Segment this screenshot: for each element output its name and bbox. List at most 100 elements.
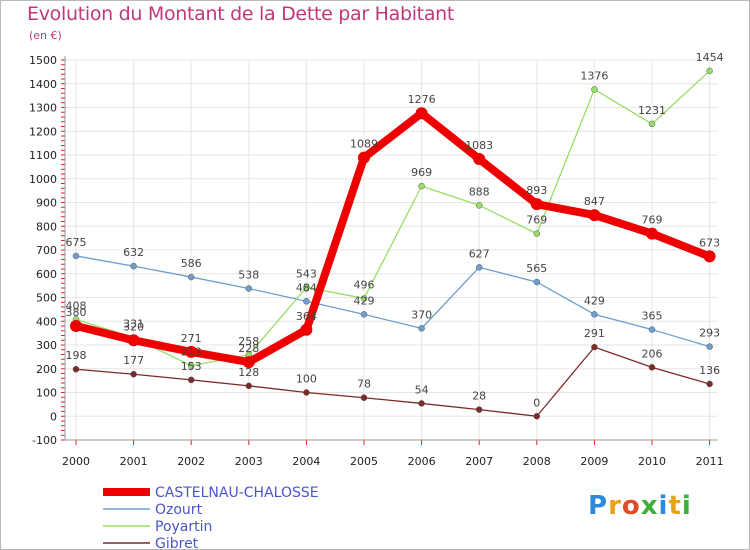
data-point [185,345,198,358]
data-label: 538 [238,268,259,281]
data-label: 320 [123,320,144,333]
data-label: 632 [123,246,144,259]
y-tick-label: 1400 [29,78,57,91]
data-label: 408 [66,299,87,312]
data-point [72,365,80,373]
logo-letter: t [668,491,682,521]
data-point [588,209,601,222]
data-label: 380 [66,306,87,319]
data-point [648,326,656,333]
data-point [475,202,483,209]
x-tick-label: 2004 [292,455,320,468]
y-tick-label: 1500 [29,54,57,67]
data-point [130,262,137,270]
data-label: 364 [296,310,317,323]
data-point [127,334,140,347]
data-label: 429 [354,294,375,307]
legend-label: Poyartin [155,519,212,535]
chart-unit: (en €) [29,29,62,42]
data-labels: 380 320 271 228 364 1089 1276 1083 893 847 769 673 6… [66,51,724,409]
data-point [533,230,541,237]
data-label: 1089 [350,138,378,151]
data-label: 153 [181,360,202,373]
logo-letter: x [640,491,659,521]
data-point [303,389,310,396]
series-group [70,67,716,420]
x-tick-label: 2006 [408,455,436,468]
logo-letter: i [681,491,692,521]
data-point [360,295,368,302]
data-label: 1454 [696,51,724,64]
x-tick-label: 2001 [120,455,148,468]
x-tick-label: 2005 [350,455,378,468]
data-point [415,107,428,120]
data-label: 769 [642,214,663,227]
legend-label: Ozourt [155,502,203,518]
data-label: 271 [181,332,202,345]
logo-letter: r [608,491,622,521]
data-label: 291 [584,327,605,340]
data-label: 78 [357,378,371,391]
data-point [187,273,195,281]
y-tick-label: 700 [36,244,57,257]
data-label: 128 [238,366,259,379]
data-label: 484 [296,281,317,294]
data-label: 675 [66,236,87,249]
x-tick-label: 2009 [580,455,608,468]
y-tick-label: 400 [36,315,57,328]
data-point [648,364,656,371]
data-label: 293 [699,327,720,340]
data-point [245,285,253,292]
data-point [245,382,253,390]
y-tick-label: 1100 [29,149,57,162]
data-point [591,311,598,318]
data-label: 213 [181,346,202,359]
data-label: 228 [238,342,259,355]
data-point [70,320,82,332]
data-point [358,151,370,164]
data-point [591,86,598,93]
data-point [187,376,195,384]
series-line-ozourt [75,255,711,348]
data-point [706,343,713,350]
x-tick-label: 2011 [696,455,724,468]
legend-label: Gibret [155,536,199,550]
x-tick-label: 2000 [62,455,90,468]
data-label: 769 [526,214,547,227]
data-label: 673 [699,236,720,249]
data-label: 1376 [580,69,608,82]
data-label: 429 [584,294,605,307]
data-point [591,343,598,351]
series-line-castelnau-chalosse [72,109,714,367]
data-label: 258 [238,335,259,348]
y-tick-label: 200 [36,363,57,376]
x-tick-label: 2008 [523,455,551,468]
y-tick-label: 1000 [29,173,57,186]
data-label: 893 [526,184,547,197]
data-label: 847 [584,195,605,208]
data-point [475,264,483,271]
data-point [242,356,255,369]
grid [65,59,718,441]
logo-letter: i [658,491,669,521]
data-point [530,198,543,211]
data-point [533,413,541,420]
data-point [187,362,195,369]
data-point [418,325,425,332]
data-label: 365 [642,310,663,323]
data-point [72,252,80,260]
logo-letter: o [621,491,641,521]
x-axis-ticks: 2000 2001 2002 2003 2004 2005 2006 2007 2008 2009… [62,455,724,468]
data-point [533,278,541,286]
y-tick-label: 600 [36,268,57,281]
data-point [706,380,713,388]
data-label: 565 [526,262,547,275]
data-label: 969 [411,166,432,179]
data-point [303,284,310,291]
data-point [473,153,486,166]
data-label: 28 [472,390,486,403]
data-label: 370 [411,308,432,321]
data-point [360,311,368,318]
